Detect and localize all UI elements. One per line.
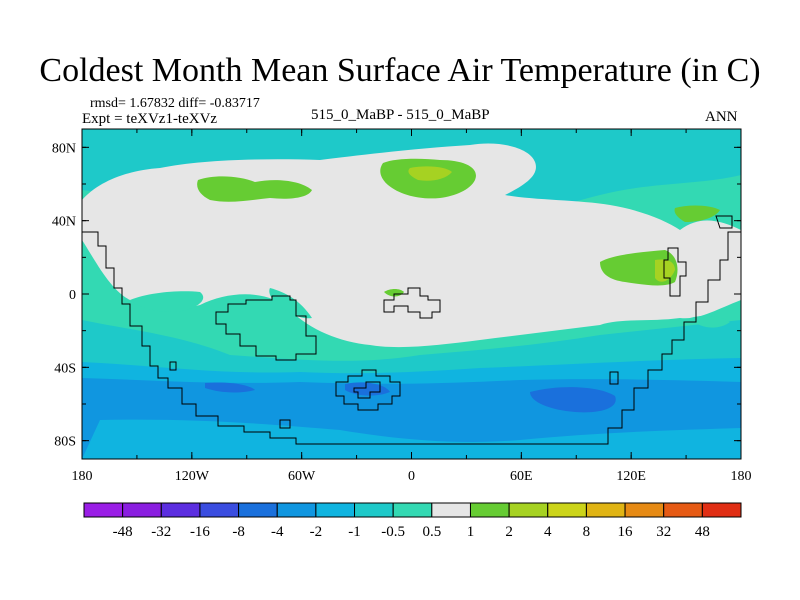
colorbar-swatch <box>355 503 394 517</box>
colorbar-swatch <box>702 503 741 517</box>
colorbar-label: -2 <box>310 524 323 540</box>
colorbar-swatch <box>548 503 587 517</box>
lon-tick-label: 180 <box>72 469 93 484</box>
lon-tick-label: 60E <box>510 469 533 484</box>
colorbar-label: 4 <box>544 524 552 540</box>
colorbar-label: 8 <box>583 524 591 540</box>
lat-tick-label: 0 <box>69 288 76 303</box>
colorbar-label: -16 <box>190 524 210 540</box>
colorbar-swatch <box>664 503 703 517</box>
colorbar-swatch <box>123 503 162 517</box>
map-figure: 180 120W 60W 0 60E 120E 18080N40N040S80S -48 -3… <box>0 0 800 600</box>
colorbar-label: -1 <box>348 524 361 540</box>
colorbar-swatch <box>393 503 432 517</box>
colorbar-label: 2 <box>505 524 513 540</box>
temperature-field <box>82 129 741 459</box>
lon-tick-label: 120W <box>175 469 210 484</box>
lat-tick-label: 80N <box>52 141 76 156</box>
colorbar-label: -48 <box>113 524 133 540</box>
colorbar-swatch <box>625 503 664 517</box>
lat-tick-label: 80S <box>54 435 76 450</box>
colorbar-swatch <box>509 503 548 517</box>
colorbar-label: 32 <box>656 524 671 540</box>
colorbar-label: 1 <box>467 524 475 540</box>
colorbar-swatch <box>161 503 200 517</box>
colorbar-label: 0.5 <box>422 524 441 540</box>
colorbar-swatch <box>432 503 471 517</box>
lon-tick-label: 60W <box>288 469 316 484</box>
colorbar: -48 -32 -16 -8 -4 -2 -1 -0.5 0.5 1 2 4 8 16 32 48 <box>84 503 741 540</box>
colorbar-swatch <box>316 503 355 517</box>
colorbar-swatch <box>470 503 509 517</box>
lon-tick-label: 180 <box>731 469 752 484</box>
lat-tick-label: 40S <box>54 361 76 376</box>
colorbar-swatch <box>200 503 239 517</box>
colorbar-swatch <box>239 503 278 517</box>
lat-tick-label: 40N <box>52 215 76 230</box>
colorbar-label: -8 <box>232 524 245 540</box>
lon-tick-label: 120E <box>616 469 646 484</box>
colorbar-label: -32 <box>151 524 171 540</box>
colorbar-label: 48 <box>695 524 710 540</box>
colorbar-swatch <box>586 503 625 517</box>
colorbar-label: 16 <box>618 524 634 540</box>
colorbar-swatch <box>84 503 123 517</box>
colorbar-swatch <box>277 503 316 517</box>
colorbar-label: -4 <box>271 524 284 540</box>
lon-tick-label: 0 <box>408 469 415 484</box>
colorbar-label: -0.5 <box>381 524 405 540</box>
